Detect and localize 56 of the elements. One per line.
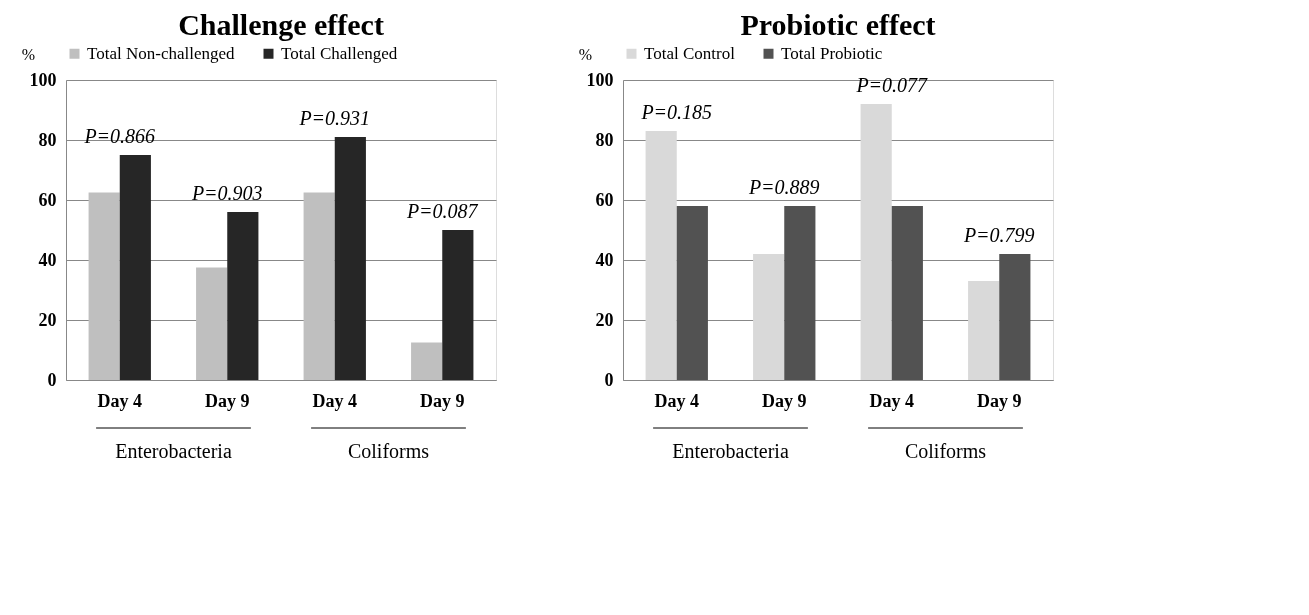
bar <box>334 137 366 380</box>
bar <box>753 254 785 380</box>
y-tick-label: 20 <box>595 309 614 330</box>
x-tick-label: Day 9 <box>420 390 465 411</box>
bar <box>227 212 259 380</box>
annotation: P=0.866 <box>83 125 156 147</box>
text: Coliforms <box>347 440 430 462</box>
y-tick-label: 80 <box>38 129 57 150</box>
annotation: P=0.889 <box>747 176 820 198</box>
text: Enterobacteria <box>115 440 232 462</box>
y-tick-label: 0 <box>47 369 57 390</box>
y-tick-label: 0 <box>604 369 614 390</box>
bar <box>784 206 816 380</box>
x-tick-label: Day 4 <box>654 390 699 411</box>
x-tick-label: Day 4 <box>97 390 142 411</box>
annotation: P=0.931 <box>298 107 371 129</box>
bar <box>676 206 708 380</box>
text: Enterobacteria <box>672 440 789 462</box>
bar <box>999 254 1031 380</box>
legend-label: Total Control <box>644 43 736 63</box>
y-tick-label: 40 <box>595 249 614 270</box>
x-tick-label: Day 4 <box>869 390 914 411</box>
bar <box>891 206 923 380</box>
legend-label: Total Non-challenged <box>87 43 235 63</box>
bar <box>645 131 677 380</box>
x-tick-label: Day 9 <box>762 390 807 411</box>
annotation: P=0.903 <box>190 182 263 204</box>
annotation: P=0.799 <box>962 224 1035 246</box>
x-tick-label: Day 4 <box>312 390 357 411</box>
y-tick-label: 40 <box>38 249 57 270</box>
x-tick-label: Day 9 <box>977 390 1022 411</box>
bar <box>411 342 443 380</box>
annotation: P=0.077 <box>855 74 929 96</box>
x-tick-label: Day 9 <box>205 390 250 411</box>
y-tick-label: 60 <box>38 189 57 210</box>
bar <box>119 155 151 380</box>
text: Coliforms <box>904 440 987 462</box>
y-tick-label: 60 <box>595 189 614 210</box>
y-axis-title: % <box>578 45 593 63</box>
bar <box>968 281 1000 380</box>
y-tick-label: 80 <box>595 129 614 150</box>
annotation: P=0.185 <box>640 101 713 123</box>
bar <box>860 104 892 380</box>
bar <box>196 267 228 380</box>
chart-title: Challenge effect <box>178 8 384 41</box>
bar <box>442 230 474 380</box>
y-tick-label: 20 <box>38 309 57 330</box>
y-tick-label: 100 <box>586 69 614 90</box>
legend-label: Total Probiotic <box>781 43 883 63</box>
legend-label: Total Challenged <box>281 43 398 63</box>
annotation: P=0.087 <box>405 200 479 222</box>
chart-title: Probiotic effect <box>740 8 936 41</box>
y-tick-label: 100 <box>29 69 57 90</box>
bar <box>88 192 120 380</box>
y-axis-title: % <box>21 45 36 63</box>
bar <box>303 192 335 380</box>
